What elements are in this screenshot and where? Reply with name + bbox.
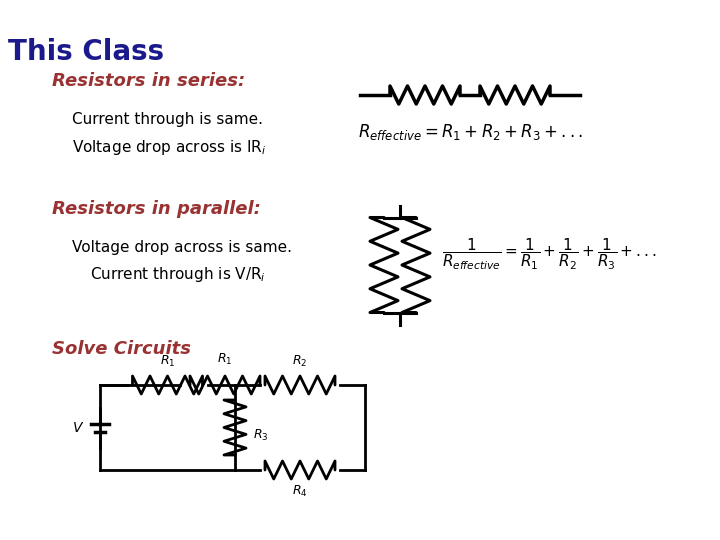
Text: Current through is same.: Current through is same. bbox=[72, 112, 263, 127]
Text: Voltage drop across is IR$_i$: Voltage drop across is IR$_i$ bbox=[72, 138, 266, 157]
Text: Solve Circuits: Solve Circuits bbox=[52, 340, 191, 358]
Text: $R_3$: $R_3$ bbox=[253, 428, 269, 443]
Text: Resistors in series:: Resistors in series: bbox=[52, 72, 246, 90]
Text: This Class: This Class bbox=[8, 38, 164, 66]
Text: $\dfrac{1}{R_{\it{effective}}} = \dfrac{1}{R_1} + \dfrac{1}{R_2} + \dfrac{1}{R_3: $\dfrac{1}{R_{\it{effective}}} = \dfrac{… bbox=[442, 237, 657, 273]
Text: Resistors in parallel:: Resistors in parallel: bbox=[52, 200, 261, 218]
Text: $R_1$: $R_1$ bbox=[217, 352, 233, 367]
Text: V: V bbox=[73, 421, 82, 435]
Text: $R_{\it{effective}} = R_1 + R_2 + R_3 + ...$: $R_{\it{effective}} = R_1 + R_2 + R_3 + … bbox=[358, 122, 583, 142]
Text: Voltage drop across is same.: Voltage drop across is same. bbox=[72, 240, 292, 255]
Text: Current through is V/R$_i$: Current through is V/R$_i$ bbox=[90, 265, 266, 284]
Text: $R_2$: $R_2$ bbox=[292, 354, 307, 369]
Text: $R_4$: $R_4$ bbox=[292, 484, 308, 499]
Text: $R_1$: $R_1$ bbox=[160, 354, 175, 369]
